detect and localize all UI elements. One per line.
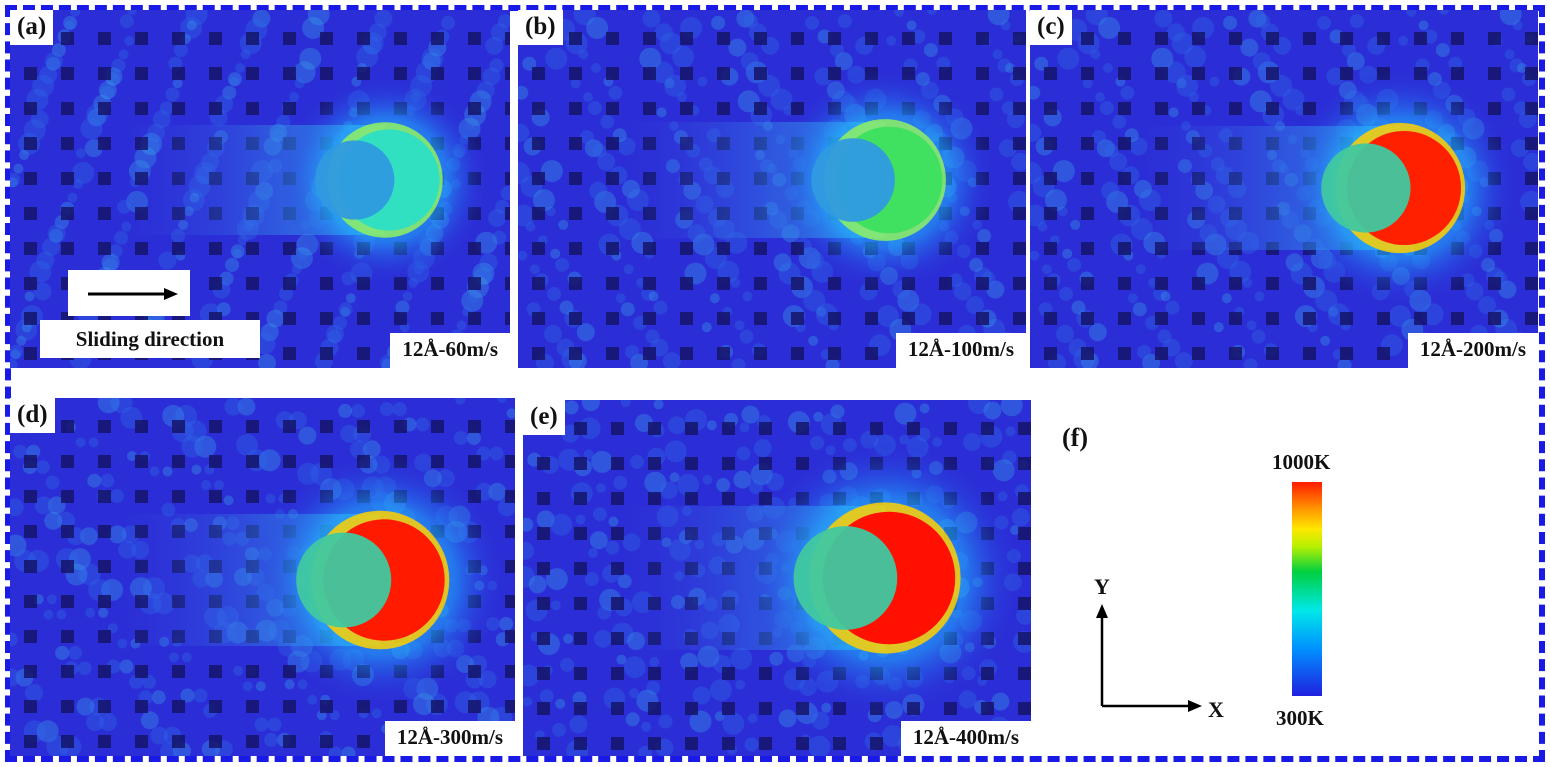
panel-label-d: (d) bbox=[10, 398, 55, 433]
figure-border bbox=[5, 5, 1545, 762]
sliding-direction-label: Sliding direction bbox=[40, 320, 260, 358]
heatmap-d bbox=[10, 398, 515, 756]
sliding-arrow-box bbox=[68, 270, 190, 316]
panel-c: (c) 12Å-200m/s bbox=[1030, 10, 1538, 368]
speed-label-a: 12Å-60m/s bbox=[390, 333, 510, 368]
colorbar-max-label: 1000K bbox=[1272, 450, 1331, 474]
panel-label-b: (b) bbox=[518, 10, 563, 45]
right-arrow-icon bbox=[88, 288, 178, 300]
panel-e: (e) 12Å-400m/s bbox=[523, 400, 1031, 756]
panel-label-e: (e) bbox=[523, 400, 565, 435]
speed-label-c: 12Å-200m/s bbox=[1407, 333, 1538, 368]
speed-label-b: 12Å-100m/s bbox=[895, 333, 1026, 368]
heatmap-b bbox=[518, 10, 1026, 368]
panel-label-f: (f) bbox=[1062, 423, 1088, 452]
speed-label-d: 12Å-300m/s bbox=[384, 721, 515, 756]
panel-label-a: (a) bbox=[10, 10, 54, 45]
heatmap-e bbox=[523, 400, 1031, 756]
panel-d: (d) 12Å-300m/s bbox=[10, 398, 515, 756]
y-axis-label: Y bbox=[1094, 574, 1110, 599]
coordinate-axes-icon bbox=[1096, 604, 1202, 712]
x-axis-label: X bbox=[1208, 697, 1224, 722]
panel-a: (a) Sliding direction 12Å-60m/s bbox=[10, 10, 510, 368]
heatmap-c bbox=[1030, 10, 1538, 368]
speed-label-e: 12Å-400m/s bbox=[900, 721, 1031, 756]
panel-label-c: (c) bbox=[1030, 10, 1072, 45]
panel-b: (b) 12Å-100m/s bbox=[518, 10, 1026, 368]
colorbar-min-label: 300K bbox=[1276, 706, 1324, 730]
temperature-colorbar bbox=[1292, 482, 1322, 696]
